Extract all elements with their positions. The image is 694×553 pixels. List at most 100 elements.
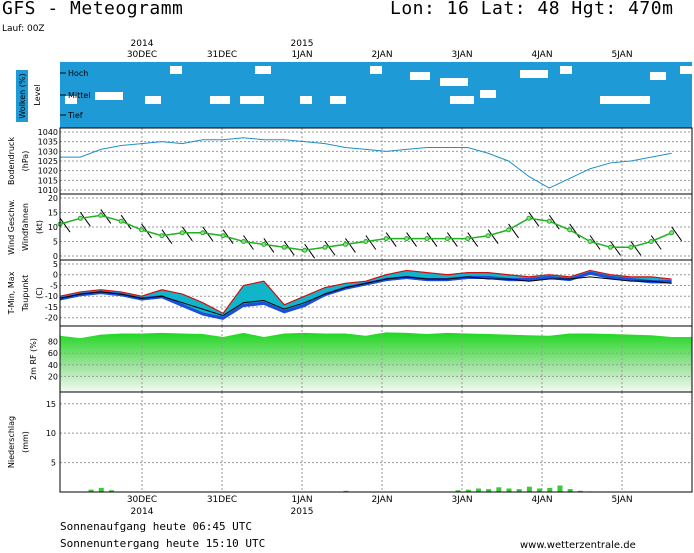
rh-area xyxy=(60,332,692,392)
chart-title: GFS - Meteogramm xyxy=(2,0,184,19)
day-label-top: 1JAN xyxy=(291,50,312,60)
cloud-label-bg xyxy=(16,70,28,122)
precip-bar xyxy=(98,487,104,492)
wind-point xyxy=(118,218,124,224)
cloud-cell xyxy=(330,96,346,104)
precip-bar xyxy=(516,489,522,492)
precip-tick: 10 xyxy=(46,429,56,438)
wind-point xyxy=(485,233,491,239)
wind-point xyxy=(607,244,613,250)
wind-point xyxy=(465,236,471,242)
cloud-ylabel: Wolken (%) xyxy=(18,73,27,118)
wind-point xyxy=(98,212,104,218)
cloud-cell xyxy=(600,96,632,104)
year-label-top: 2015 xyxy=(291,39,314,49)
sunset-info: Sonnenuntergang heute 15:10 UTC xyxy=(60,537,266,550)
precip-tick: 15 xyxy=(46,400,56,409)
wind-point xyxy=(404,236,410,242)
wind-barb xyxy=(59,217,71,233)
pressure-tick: 1020 xyxy=(38,167,58,176)
day-label-bottom: 5JAN xyxy=(611,495,632,505)
temp-unit: (C) xyxy=(35,287,44,299)
wind-point xyxy=(363,239,369,244)
precip-bar xyxy=(537,488,543,492)
rh-tick: 80 xyxy=(48,338,58,347)
wind-barb xyxy=(467,232,479,247)
precip-unit: (mm) xyxy=(21,431,30,453)
precip-bar xyxy=(496,487,502,492)
wind-tick: 5 xyxy=(53,238,58,247)
site-credit: www.wetterzentrale.de xyxy=(520,540,636,551)
cloud-cell xyxy=(630,96,650,104)
wind-barb xyxy=(120,214,132,230)
wind-point xyxy=(220,233,226,239)
wind-barb xyxy=(181,226,193,242)
pressure-tick: 1040 xyxy=(38,128,58,137)
cloud-cell xyxy=(650,72,666,80)
day-label-top: 3JAN xyxy=(451,50,472,60)
day-label-top: 4JAN xyxy=(531,50,552,60)
wind-barb xyxy=(365,235,377,250)
temp-tick: 5 xyxy=(53,260,58,269)
temp-cold-area xyxy=(60,271,672,320)
pressure-tick: 1015 xyxy=(38,176,58,185)
wind-point xyxy=(506,227,512,233)
day-label-bottom: 3JAN xyxy=(451,495,472,505)
wind-point xyxy=(322,244,328,250)
pressure-unit: (hPa) xyxy=(21,151,30,172)
precip-ylabel: Niederschlag xyxy=(7,416,16,468)
temp-range-area xyxy=(60,270,672,320)
wind-barb xyxy=(569,223,581,239)
cloud-cell xyxy=(450,96,474,104)
pressure-tick: 1035 xyxy=(38,138,58,147)
cloud-cell xyxy=(520,70,548,78)
cloud-cell xyxy=(680,66,692,74)
wind-barb xyxy=(610,241,621,256)
wind-point xyxy=(669,230,675,236)
wind-barb xyxy=(79,212,91,227)
wind-tick: 20 xyxy=(48,194,58,203)
precip-bar xyxy=(526,486,532,492)
cloud-cell xyxy=(370,66,382,74)
precip-bar xyxy=(567,489,573,492)
wind-barb xyxy=(548,214,560,230)
day-label-top: 31DEC xyxy=(207,50,237,60)
rh-tick: 60 xyxy=(48,349,58,358)
wind-point xyxy=(424,236,430,242)
temp-ylabel: T-Min, Max xyxy=(7,271,16,315)
wind-barb xyxy=(426,232,438,247)
cloud-cell xyxy=(410,72,430,80)
precip-bar xyxy=(88,489,94,492)
wind-point xyxy=(628,244,634,250)
precip-bar xyxy=(577,490,583,492)
wind-point xyxy=(159,233,165,239)
precip-bar xyxy=(455,490,461,492)
wind-barb xyxy=(446,232,458,247)
wind-barb xyxy=(304,243,316,259)
cloud-sublabel: Level xyxy=(33,84,42,105)
wind-tick: 10 xyxy=(48,223,58,232)
wind-point xyxy=(281,244,287,250)
wind-point xyxy=(546,218,552,224)
temp-tick: -20 xyxy=(45,314,58,323)
location-info: Lon: 16 Lat: 48 Hgt: 470m xyxy=(390,0,674,19)
temp-sublabel: Taupunkt xyxy=(21,275,30,313)
temp-max-line xyxy=(59,269,672,315)
precip-bar xyxy=(486,489,492,492)
cloud-level-label: Mittel xyxy=(68,91,91,100)
wind-point xyxy=(587,239,593,244)
wind-point xyxy=(139,227,145,233)
cloud-cell xyxy=(95,92,123,100)
day-label-bottom: 4JAN xyxy=(531,495,552,505)
year-label-bottom: 2014 xyxy=(131,507,154,517)
day-label-top: 5JAN xyxy=(611,50,632,60)
precip-frame xyxy=(59,391,693,493)
precip-bar xyxy=(506,488,512,492)
wind-barb xyxy=(508,223,519,239)
rh-ylabel: 2m RF (%) xyxy=(29,338,38,380)
temp-tick: -5 xyxy=(50,281,58,290)
cloud-cell xyxy=(65,96,77,104)
wind-point xyxy=(444,236,450,242)
cloud-cell xyxy=(255,66,271,74)
